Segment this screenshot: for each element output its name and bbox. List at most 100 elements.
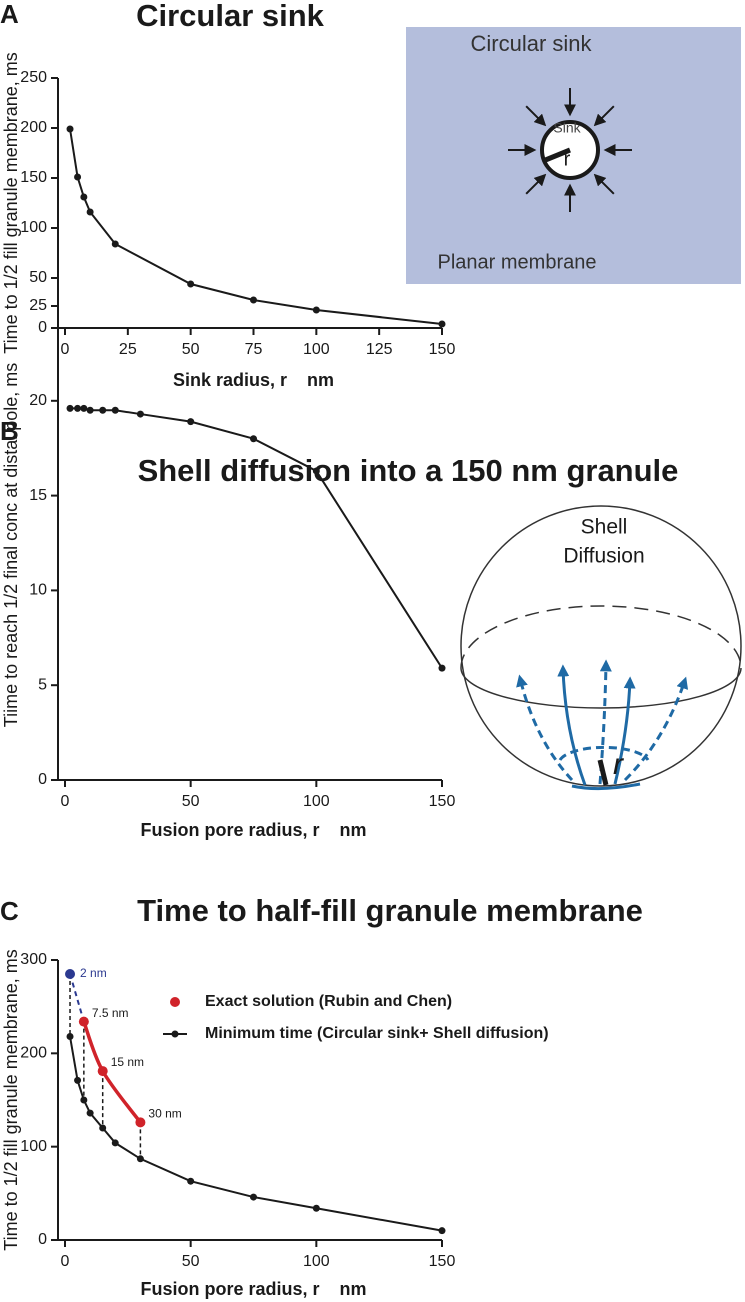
membrane-label: Planar membrane xyxy=(438,251,597,273)
arrow xyxy=(525,105,547,127)
y-tick-label: 300 xyxy=(20,951,47,968)
x-tick-label: 50 xyxy=(182,1253,200,1270)
legend-marker xyxy=(171,1030,179,1038)
data-point xyxy=(74,173,82,181)
inset-title: Diffusion xyxy=(563,545,644,568)
data-point xyxy=(312,306,320,314)
data-point xyxy=(86,208,94,216)
sphere xyxy=(460,505,742,787)
sink-label: Sink xyxy=(553,120,581,136)
data-point xyxy=(250,435,257,443)
radius-label: r xyxy=(564,148,571,170)
inset-shell-diffusion: Shell Diffusion r xyxy=(460,505,742,791)
y-tick-label: 0 xyxy=(38,1231,47,1248)
panel-label: B xyxy=(0,416,19,446)
series-line xyxy=(70,407,443,669)
data-point xyxy=(438,1227,446,1235)
data-point xyxy=(438,320,446,328)
y-tick-label: 25 xyxy=(29,297,47,314)
radius-label: r xyxy=(613,748,624,781)
x-axis-label: Fusion pore radius, r nm xyxy=(140,820,366,840)
data-point xyxy=(136,410,144,418)
data-point xyxy=(312,467,320,475)
y-tick-label: 0 xyxy=(38,319,47,336)
data-point xyxy=(250,1193,257,1201)
y-tick-label: 5 xyxy=(38,676,47,693)
x-tick-label: 100 xyxy=(303,1253,330,1270)
legend-marker xyxy=(170,997,180,1007)
data-point xyxy=(80,1096,88,1104)
data-point xyxy=(74,1076,82,1084)
inset-title: Shell xyxy=(581,516,628,539)
x-tick-label: 0 xyxy=(61,341,70,358)
legend-label: Minimum time (Circular sink+ Shell diffu… xyxy=(205,1025,549,1042)
equator-back xyxy=(460,605,742,669)
y-tick-label: 200 xyxy=(20,1045,47,1062)
x-axis-label: Sink radius, r nm xyxy=(173,370,334,390)
data-point xyxy=(97,1066,108,1077)
point-label: 30 nm xyxy=(148,1107,181,1121)
chart-title: Circular sink xyxy=(136,0,325,33)
point-label: 2 nm xyxy=(80,966,107,980)
y-axis-label: Time to 1/2 fill granule membrane, ms xyxy=(1,52,21,353)
y-tick-label: 0 xyxy=(38,771,47,788)
data-point xyxy=(99,1124,107,1132)
data-point xyxy=(438,664,446,672)
data-point xyxy=(187,280,195,288)
x-tick-label: 0 xyxy=(61,1253,70,1270)
inset-title: Circular sink xyxy=(470,31,592,56)
x-tick-label: 100 xyxy=(303,793,330,810)
y-tick-label: 50 xyxy=(29,269,47,286)
x-tick-label: 125 xyxy=(366,341,393,358)
data-point xyxy=(74,404,82,412)
legend-label: Exact solution (Rubin and Chen) xyxy=(205,993,452,1010)
data-point xyxy=(66,1033,74,1041)
chart-title: Shell diffusion into a 150 nm granule xyxy=(138,453,679,488)
data-point xyxy=(78,1016,89,1027)
x-tick-label: 50 xyxy=(182,341,200,358)
point-label: 15 nm xyxy=(111,1055,144,1069)
y-axis-label: Time to 1/2 fill granule membrane, ms xyxy=(1,949,21,1250)
panel-label: C xyxy=(0,896,19,926)
y-tick-label: 150 xyxy=(20,169,47,186)
x-tick-label: 150 xyxy=(429,1253,456,1270)
data-point xyxy=(66,404,74,412)
equator-front xyxy=(460,667,742,709)
data-point xyxy=(86,1109,94,1117)
data-point xyxy=(187,1177,195,1185)
x-tick-label: 0 xyxy=(61,793,70,810)
data-point xyxy=(135,1117,146,1128)
data-point xyxy=(65,969,76,979)
data-point xyxy=(80,404,88,412)
x-tick-label: 50 xyxy=(182,793,200,810)
x-tick-label: 100 xyxy=(303,341,330,358)
data-point xyxy=(86,406,94,414)
y-tick-label: 15 xyxy=(29,487,47,504)
y-tick-label: 200 xyxy=(20,119,47,136)
panel-label: A xyxy=(0,0,19,29)
arrows xyxy=(508,88,632,212)
data-point xyxy=(136,1155,144,1163)
radius-line xyxy=(542,147,571,164)
y-tick-label: 250 xyxy=(20,69,47,86)
x-axis-label: Fusion pore radius, r nm xyxy=(140,1279,366,1299)
inset-circular-sink: Circular sink Sink r Planar membrane xyxy=(406,27,741,284)
point-label: 7.5 nm xyxy=(92,1006,129,1020)
extrapolation-line xyxy=(69,973,85,1022)
data-point xyxy=(111,406,119,414)
series-line xyxy=(69,128,443,325)
data-point xyxy=(99,406,107,414)
diffusion-arrows xyxy=(516,659,689,791)
data-point xyxy=(312,1204,320,1212)
y-tick-label: 100 xyxy=(20,1138,47,1155)
x-tick-label: 25 xyxy=(119,341,137,358)
chart-title: Time to half-fill granule membrane xyxy=(137,893,643,928)
x-tick-label: 150 xyxy=(429,341,456,358)
arrow xyxy=(593,105,615,127)
data-point xyxy=(80,193,88,201)
y-axis-label: Tiime to reach 1/2 final conc at distal … xyxy=(1,363,21,728)
data-point xyxy=(187,418,195,426)
series-line xyxy=(82,1020,142,1124)
data-point xyxy=(250,296,257,304)
